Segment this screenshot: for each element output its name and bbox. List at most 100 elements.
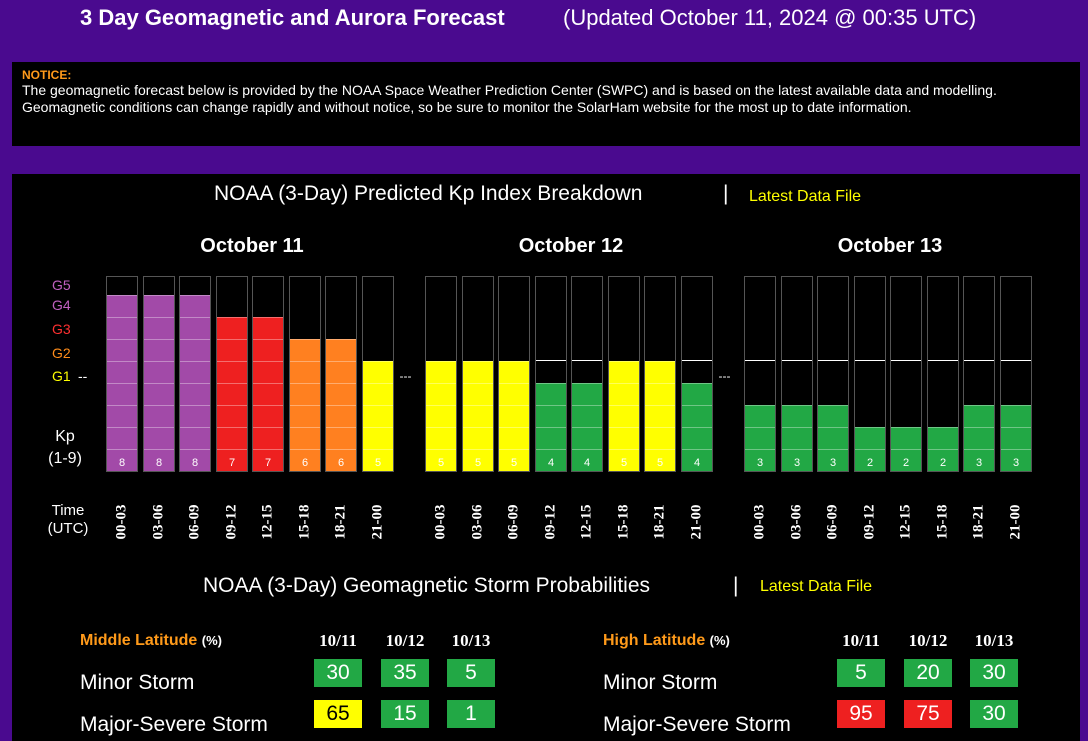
kp-bar-value: 8	[191, 457, 199, 469]
kp-bar: 3	[781, 276, 813, 472]
probability-cell: 65	[314, 700, 362, 728]
kp-bar-value: 5	[374, 457, 382, 469]
page-header: 3 Day Geomagnetic and Aurora Forecast (U…	[0, 0, 1088, 40]
kp-bar-fill	[326, 339, 356, 471]
high-latitude-heading: High Latitude (%)	[603, 632, 730, 650]
kp-axis-label: Kp	[55, 428, 75, 445]
kp-bar: 5	[362, 276, 394, 472]
kp-bar-value: 4	[583, 457, 591, 469]
kp-bar-fill	[855, 427, 885, 471]
notice-label: NOTICE:	[22, 68, 72, 82]
kp-bar-fill	[290, 339, 320, 471]
kp-bar: 3	[817, 276, 849, 472]
kp-bar: 4	[535, 276, 567, 472]
day-title: October 13	[837, 235, 943, 257]
time-period-label: 21-00	[681, 492, 713, 552]
kp-bar-fill	[782, 405, 812, 471]
kp-bar-value: 6	[301, 457, 309, 469]
probability-cell: 20	[904, 659, 952, 687]
time-period-label: 12-15	[252, 492, 284, 552]
day-title: October 11	[200, 235, 304, 257]
kp-bar-fill	[499, 361, 529, 471]
day-title: October 12	[518, 235, 624, 257]
high-latitude-label: High Latitude	[603, 632, 706, 649]
probability-cell: 30	[970, 700, 1018, 728]
time-period-label: 21-00	[1000, 492, 1032, 552]
probability-date-header: 10/13	[974, 631, 1014, 650]
time-period-text: 15-18	[296, 504, 313, 540]
middle-latitude-heading: Middle Latitude (%)	[80, 632, 222, 650]
kp-bar-fill	[144, 295, 174, 471]
storm-row-label: Minor Storm	[80, 671, 195, 694]
g-scale-label-g1: G1	[52, 368, 71, 384]
time-period-text: 00-03	[751, 504, 768, 540]
time-period-label: 18-21	[963, 492, 995, 552]
time-axis-label: Time	[51, 502, 85, 519]
kp-bar-fill	[107, 295, 137, 471]
time-period-label: 00-03	[744, 492, 776, 552]
kp-data-file-link[interactable]: Latest Data File	[749, 188, 862, 205]
time-period-text: 09-12	[223, 504, 240, 540]
g1-threshold-tick: --	[78, 368, 88, 384]
time-period-text: 12-15	[578, 504, 595, 540]
notice-box: NOTICE: The geomagnetic forecast below i…	[12, 62, 1080, 146]
kp-bar-value: 5	[437, 457, 445, 469]
probability-date-header: 10/11	[319, 631, 357, 650]
kp-bar: 2	[890, 276, 922, 472]
page-title: 3 Day Geomagnetic and Aurora Forecast	[80, 5, 505, 30]
g1-threshold-line	[1001, 360, 1031, 361]
time-period-text: 03-06	[788, 504, 805, 540]
probability-cell: 30	[970, 659, 1018, 687]
kp-bar: 5	[462, 276, 494, 472]
g1-threshold-line	[536, 360, 566, 361]
kp-title-separator: |	[723, 182, 729, 205]
time-period-text: 18-21	[332, 504, 349, 540]
kp-bar: 2	[927, 276, 959, 472]
time-period-label: 12-15	[890, 492, 922, 552]
time-period-text: 21-00	[1007, 504, 1024, 540]
time-period-label: 15-18	[608, 492, 640, 552]
time-period-label: 00-03	[425, 492, 457, 552]
time-period-label: 03-06	[781, 492, 813, 552]
time-period-label: 12-15	[571, 492, 603, 552]
time-period-label: 06-09	[179, 492, 211, 552]
time-axis-unit: (UTC)	[47, 520, 89, 537]
time-period-label: 21-00	[362, 492, 394, 552]
probability-cell: 95	[837, 700, 885, 728]
g1-threshold-line	[572, 360, 602, 361]
kp-bar-fill	[363, 361, 393, 471]
kp-bar: 8	[106, 276, 138, 472]
time-period-label: 18-21	[325, 492, 357, 552]
high-latitude-unit: (%)	[709, 633, 730, 648]
probability-date-header: 10/11	[842, 631, 880, 650]
kp-bar-fill	[928, 427, 958, 471]
kp-bar-value: 5	[474, 457, 482, 469]
kp-bar-value: 7	[264, 457, 272, 469]
kp-bar: 3	[963, 276, 995, 472]
kp-bar-fill	[682, 383, 712, 471]
kp-bar-value: 3	[1012, 457, 1020, 469]
g-scale-label-g2: G2	[52, 345, 71, 361]
kp-bar-fill	[253, 317, 283, 471]
g1-threshold-line	[891, 360, 921, 361]
kp-bar: 3	[744, 276, 776, 472]
kp-bar-value: 5	[510, 457, 518, 469]
probability-cell: 1	[447, 700, 495, 728]
kp-bar-fill	[1001, 405, 1031, 471]
time-period-label: 03-06	[143, 492, 175, 552]
updated-timestamp: (Updated October 11, 2024 @ 00:35 UTC)	[563, 5, 977, 30]
probability-cell: 5	[447, 659, 495, 687]
kp-bar: 5	[498, 276, 530, 472]
time-period-text: 06-09	[824, 504, 841, 540]
kp-bar-value: 3	[793, 457, 801, 469]
time-period-label: 06-09	[498, 492, 530, 552]
time-period-label: 06-09	[817, 492, 849, 552]
kp-bar: 6	[289, 276, 321, 472]
time-period-label: 15-18	[927, 492, 959, 552]
g1-threshold-line	[928, 360, 958, 361]
forecast-panel: NOAA (3-Day) Predicted Kp Index Breakdow…	[12, 174, 1080, 741]
kp-bar-value: 4	[547, 457, 555, 469]
storm-data-file-link[interactable]: Latest Data File	[760, 578, 873, 595]
g1-threshold-line	[964, 360, 994, 361]
kp-bar-value: 5	[656, 457, 664, 469]
